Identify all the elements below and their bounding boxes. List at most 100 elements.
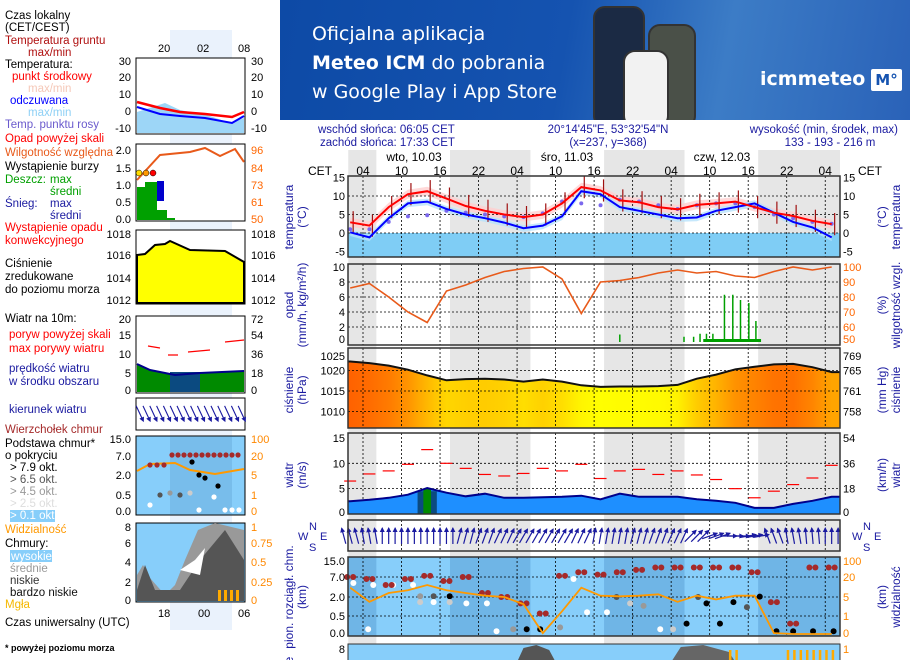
legend-wind-speed: prędkość wiatru	[9, 363, 90, 375]
cloud-base-dot	[365, 626, 372, 633]
legend-axis-tick: 54	[251, 330, 263, 342]
wind-axis-unit: (m/s)	[295, 461, 309, 488]
cloud-top-dot	[773, 599, 780, 606]
axis-tick: 10	[333, 458, 345, 470]
humidity-right-label: wilgotność wzgl.	[889, 262, 903, 350]
banner-line-3: w Google Play i App Store	[312, 81, 557, 103]
legend-axis-tick: 1014	[251, 273, 275, 285]
wind-arrow-icon	[518, 528, 529, 544]
precip-axis-label: opad	[282, 292, 296, 319]
arrow-head	[677, 527, 682, 534]
wind-arrow-icon	[636, 527, 643, 544]
legend-mid-mm: max/min	[28, 83, 71, 95]
legend-visibility: Widzialność	[5, 524, 67, 536]
cloud-top-dot	[600, 571, 607, 578]
axis-tick: 10	[843, 191, 855, 203]
wind-arrow-icon	[230, 405, 240, 423]
dew-point-dot	[348, 227, 353, 232]
legend-axis-tick: 36	[251, 349, 263, 361]
wind-arrow-icon	[372, 527, 378, 544]
arrow-head	[431, 527, 437, 532]
axis-tick: 1010	[321, 407, 345, 419]
humidity-right-unit: (%)	[875, 296, 889, 315]
legend-axis-tick: 0	[251, 385, 257, 397]
axis-tick: 50	[843, 334, 855, 346]
legend-wind10: Wiatr na 10m:	[5, 313, 77, 325]
wind-arrow-icon	[190, 405, 199, 423]
legend-axis-tick: 73	[251, 180, 263, 192]
axis-tick: -5	[843, 247, 853, 259]
wind-arrow-icon	[399, 527, 405, 544]
legend-axis-tick: 0.5	[251, 557, 266, 569]
cloud-top-dot	[793, 620, 800, 627]
legend-cloud-base-dot	[177, 492, 183, 498]
cloud-base-dot	[584, 609, 591, 616]
cloud-top-dot	[388, 582, 395, 588]
legend-cloud-high-bg	[10, 550, 52, 562]
arrow-head	[670, 527, 676, 534]
legend-axis-tick: 30	[251, 56, 263, 68]
cloud-top-dot	[639, 566, 646, 573]
cloud-top-dot	[735, 564, 742, 571]
legend-axis-tick: 1	[251, 522, 257, 534]
wind-arrow-icon	[481, 527, 489, 544]
cloud-base-dot	[603, 609, 610, 616]
arrow-head	[549, 528, 554, 534]
legend-axis-tick: 15.0	[110, 434, 131, 446]
axis-tick: 10	[333, 262, 345, 274]
panel-pres	[347, 347, 841, 429]
axis-tick: 0	[843, 228, 849, 240]
coordinates: 20°14'45"E, 53°32'54"N	[548, 124, 669, 136]
axis-tick: 15.0	[324, 556, 345, 568]
legend-snow: Śnieg:	[5, 197, 38, 210]
cloud-base-dot	[446, 593, 453, 600]
arrow-head	[153, 416, 158, 423]
hour-tick: 10	[395, 164, 409, 178]
wind-arrow-icon	[829, 527, 835, 544]
grid-pres	[348, 348, 840, 428]
axis-tick: -5	[335, 247, 345, 259]
axis-tick: 0	[339, 334, 345, 346]
legend-axis-tick: 2	[125, 577, 131, 589]
legend-gust-marks	[147, 339, 245, 356]
temperature-line	[350, 186, 832, 227]
arrow-head	[822, 527, 828, 532]
wind-arrow-icon	[557, 528, 567, 544]
axis-tick: 15	[843, 173, 855, 185]
cloud-base-dot	[640, 602, 647, 609]
promo-banner[interactable]: Oficjalna aplikacja Meteo ICM do pobrani…	[280, 0, 910, 120]
axis-tick: 1	[843, 644, 849, 656]
pressure-line	[348, 360, 840, 388]
cloud-top-dot	[748, 569, 755, 576]
arrow-head	[631, 527, 637, 533]
wind-arrow-icon	[544, 528, 554, 544]
legend-fog: Mgła	[5, 599, 31, 611]
arrow-head	[809, 527, 815, 533]
legend-low-clouds	[137, 530, 244, 601]
legend-cloud-top-dot	[217, 452, 223, 458]
legend-rain-bars	[137, 182, 175, 220]
fog-bar	[786, 650, 790, 660]
dew-point-dot	[425, 213, 430, 218]
wind-arrow-icon	[411, 527, 417, 544]
cloud-top-dot	[465, 574, 472, 580]
legend-axis-tick: 10	[251, 89, 263, 101]
sunset: zachód słońca: 17:33 CET	[320, 137, 455, 149]
legend-utc: Czas uniwersalny (UTC)	[5, 617, 130, 629]
axis-tick: 5	[339, 210, 345, 222]
cloud-top-dot	[710, 564, 717, 571]
arrow-head	[227, 416, 233, 423]
axis-tick: 1	[843, 611, 849, 623]
temp-axis-unit: (°C)	[295, 206, 309, 227]
legend-axis-tick: 1.5	[116, 163, 131, 175]
wind-arrow-icon	[142, 405, 151, 423]
compass-right-w: W	[852, 531, 863, 543]
fog-bar	[799, 650, 803, 660]
cloud-top-dot	[658, 564, 665, 571]
arrow-head	[796, 527, 802, 533]
legend-cloud-top-dot	[154, 462, 160, 468]
arrow-head	[437, 527, 443, 532]
axis-tick: 70	[843, 307, 855, 319]
wind-arrow-icon	[493, 527, 502, 544]
arrow-head	[829, 527, 835, 532]
